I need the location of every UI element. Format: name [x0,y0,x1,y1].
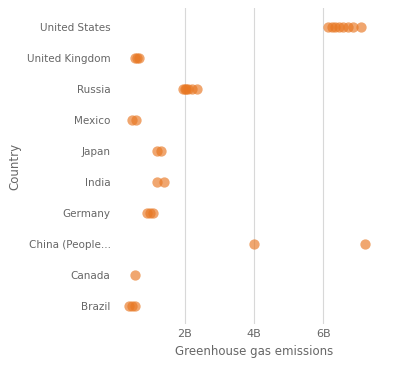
Point [350,24,357,30]
Point [325,24,331,30]
Point [133,117,140,123]
Point [335,24,342,30]
Point [344,24,351,30]
Point [126,303,132,309]
Point [358,24,365,30]
Point [329,24,336,30]
Point [194,86,200,92]
Point [182,86,188,92]
Point [150,210,156,216]
Point [251,241,257,247]
Point [132,55,138,61]
Point [144,210,150,216]
Point [180,86,186,92]
Point [185,86,191,92]
Point [188,86,195,92]
Point [132,303,139,309]
Point [128,117,135,123]
Point [147,210,153,216]
Point [154,148,160,154]
Point [154,179,160,185]
Point [136,55,142,61]
Point [332,24,339,30]
Point [161,179,167,185]
X-axis label: Greenhouse gas emissions: Greenhouse gas emissions [175,345,333,358]
Point [183,86,190,92]
Point [132,272,138,278]
Point [128,303,135,309]
Point [340,24,346,30]
Point [158,148,164,154]
Point [134,55,140,61]
Y-axis label: Country: Country [8,143,21,190]
Point [362,241,368,247]
